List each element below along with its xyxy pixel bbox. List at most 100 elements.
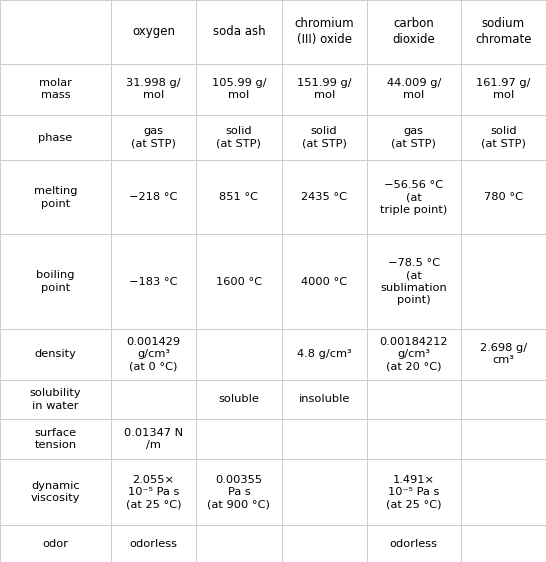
Text: 2435 °C: 2435 °C xyxy=(301,192,347,202)
Bar xyxy=(461,379,546,419)
Text: insoluble: insoluble xyxy=(299,395,350,405)
Bar xyxy=(111,525,196,562)
Bar xyxy=(367,379,461,419)
Text: 44.009 g/
mol: 44.009 g/ mol xyxy=(387,78,441,101)
Text: odorless: odorless xyxy=(129,538,177,549)
Text: 31.998 g/
mol: 31.998 g/ mol xyxy=(126,78,181,101)
Bar xyxy=(282,234,367,329)
Text: 0.00355
Pa s
(at 900 °C): 0.00355 Pa s (at 900 °C) xyxy=(207,475,270,510)
Bar xyxy=(282,419,367,459)
Text: molar
mass: molar mass xyxy=(39,78,72,101)
Bar xyxy=(367,234,461,329)
Bar xyxy=(367,64,461,115)
Bar xyxy=(0,459,111,525)
Bar xyxy=(282,161,367,234)
Text: solubility
in water: solubility in water xyxy=(29,388,81,411)
Bar xyxy=(111,0,196,64)
Bar xyxy=(367,525,461,562)
Bar xyxy=(111,459,196,525)
Text: phase: phase xyxy=(38,133,73,143)
Bar xyxy=(111,379,196,419)
Text: 2.055×
10⁻⁵ Pa s
(at 25 °C): 2.055× 10⁻⁵ Pa s (at 25 °C) xyxy=(126,475,181,510)
Bar xyxy=(461,161,546,234)
Text: solid
(at STP): solid (at STP) xyxy=(302,126,347,149)
Text: 4.8 g/cm³: 4.8 g/cm³ xyxy=(297,349,352,359)
Bar xyxy=(461,115,546,161)
Bar xyxy=(0,161,111,234)
Bar xyxy=(196,161,282,234)
Text: 2.698 g/
cm³: 2.698 g/ cm³ xyxy=(480,343,527,365)
Bar xyxy=(461,419,546,459)
Text: 105.99 g/
mol: 105.99 g/ mol xyxy=(211,78,266,101)
Text: 1.491×
10⁻⁵ Pa s
(at 25 °C): 1.491× 10⁻⁵ Pa s (at 25 °C) xyxy=(386,475,442,510)
Bar xyxy=(0,419,111,459)
Text: 4000 °C: 4000 °C xyxy=(301,277,347,287)
Bar xyxy=(282,525,367,562)
Bar xyxy=(0,525,111,562)
Bar xyxy=(111,329,196,379)
Bar xyxy=(0,115,111,161)
Bar xyxy=(196,115,282,161)
Bar xyxy=(367,0,461,64)
Text: −218 °C: −218 °C xyxy=(129,192,178,202)
Bar xyxy=(282,329,367,379)
Text: 0.00184212
g/cm³
(at 20 °C): 0.00184212 g/cm³ (at 20 °C) xyxy=(379,337,448,371)
Bar xyxy=(196,379,282,419)
Text: −56.56 °C
(at
triple point): −56.56 °C (at triple point) xyxy=(380,180,447,215)
Text: solid
(at STP): solid (at STP) xyxy=(481,126,526,149)
Bar xyxy=(196,0,282,64)
Text: gas
(at STP): gas (at STP) xyxy=(131,126,176,149)
Bar xyxy=(196,525,282,562)
Bar xyxy=(111,161,196,234)
Bar xyxy=(196,329,282,379)
Text: melting
point: melting point xyxy=(34,186,77,209)
Bar xyxy=(111,115,196,161)
Bar xyxy=(111,419,196,459)
Text: soda ash: soda ash xyxy=(212,25,265,38)
Bar xyxy=(461,0,546,64)
Bar xyxy=(461,234,546,329)
Text: dynamic
viscosity: dynamic viscosity xyxy=(31,481,80,504)
Text: sodium
chromate: sodium chromate xyxy=(475,17,532,46)
Text: odorless: odorless xyxy=(390,538,438,549)
Bar xyxy=(367,115,461,161)
Text: surface
tension: surface tension xyxy=(34,428,76,450)
Bar xyxy=(461,64,546,115)
Text: −183 °C: −183 °C xyxy=(129,277,178,287)
Bar xyxy=(282,379,367,419)
Bar xyxy=(282,459,367,525)
Text: odor: odor xyxy=(43,538,68,549)
Text: 780 °C: 780 °C xyxy=(484,192,523,202)
Bar xyxy=(111,234,196,329)
Text: chromium
(III) oxide: chromium (III) oxide xyxy=(294,17,354,46)
Bar xyxy=(196,64,282,115)
Text: 1600 °C: 1600 °C xyxy=(216,277,262,287)
Text: 851 °C: 851 °C xyxy=(219,192,258,202)
Text: −78.5 °C
(at
sublimation
point): −78.5 °C (at sublimation point) xyxy=(381,258,447,305)
Text: 0.01347 N
/m: 0.01347 N /m xyxy=(124,428,183,450)
Text: gas
(at STP): gas (at STP) xyxy=(391,126,436,149)
Bar xyxy=(0,379,111,419)
Text: 161.97 g/
mol: 161.97 g/ mol xyxy=(476,78,531,101)
Text: oxygen: oxygen xyxy=(132,25,175,38)
Bar xyxy=(367,161,461,234)
Text: 151.99 g/
mol: 151.99 g/ mol xyxy=(297,78,352,101)
Bar xyxy=(0,329,111,379)
Text: solid
(at STP): solid (at STP) xyxy=(216,126,262,149)
Bar xyxy=(461,459,546,525)
Bar xyxy=(0,234,111,329)
Bar xyxy=(367,329,461,379)
Bar xyxy=(0,0,111,64)
Text: carbon
dioxide: carbon dioxide xyxy=(393,17,435,46)
Bar xyxy=(461,525,546,562)
Bar xyxy=(196,419,282,459)
Bar xyxy=(196,234,282,329)
Bar xyxy=(367,419,461,459)
Bar xyxy=(196,459,282,525)
Bar xyxy=(461,329,546,379)
Bar xyxy=(367,459,461,525)
Bar xyxy=(111,64,196,115)
Bar xyxy=(282,115,367,161)
Bar xyxy=(282,64,367,115)
Text: density: density xyxy=(34,349,76,359)
